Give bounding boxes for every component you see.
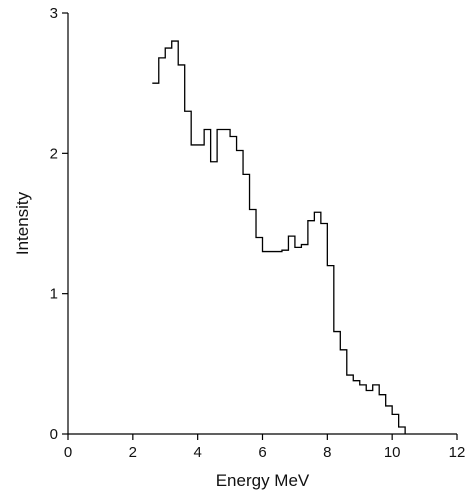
x-tick-label: 8 [323, 444, 331, 461]
y-tick-label: 2 [50, 145, 58, 162]
x-tick-label: 2 [129, 444, 137, 461]
y-tick-label: 3 [50, 5, 58, 22]
y-ticks: 0 1 2 3 [50, 5, 68, 443]
axes [67, 13, 457, 435]
y-axis-label: Intensity [13, 191, 32, 255]
x-tick-label: 0 [64, 444, 72, 461]
plot-area [152, 40, 406, 434]
x-ticks: 0 2 4 6 8 10 12 [64, 434, 466, 461]
x-axis-label: Energy MeV [216, 471, 310, 490]
x-tick-label: 10 [384, 444, 401, 461]
x-tick-label: 4 [193, 444, 201, 461]
y-tick-label: 0 [50, 426, 58, 443]
x-tick-label: 12 [449, 444, 466, 461]
histogram-step-line [152, 40, 406, 434]
x-tick-label: 6 [258, 444, 266, 461]
y-tick-label: 1 [50, 286, 58, 303]
